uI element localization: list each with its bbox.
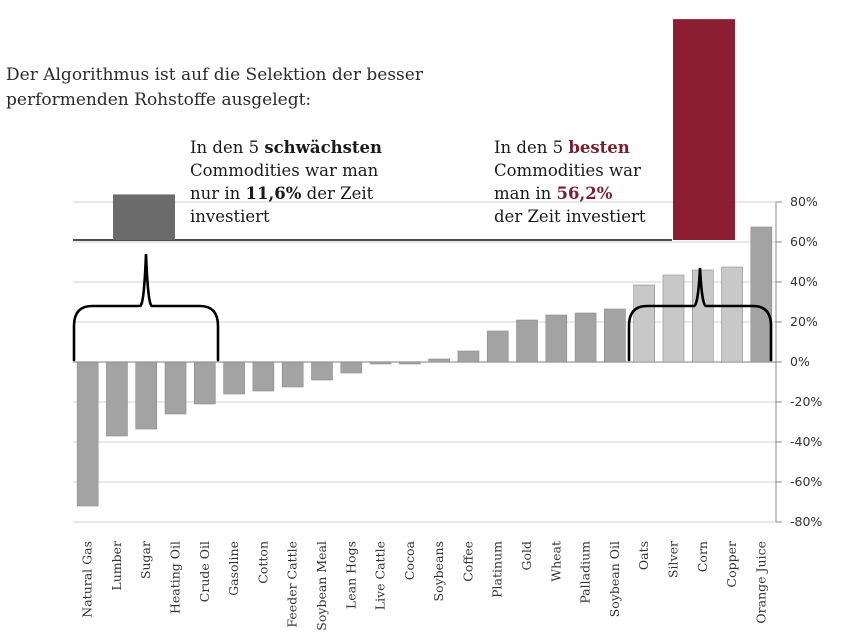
brace-worst-five xyxy=(72,253,220,362)
callout-best-bold: besten xyxy=(568,138,630,157)
callout-worst-line-4: investiert xyxy=(190,207,270,226)
category-label: Silver xyxy=(665,541,680,578)
bar xyxy=(750,226,773,363)
category-label: Oats xyxy=(636,541,651,570)
callout-best-pre: In den 5 xyxy=(494,138,569,157)
best-share-box xyxy=(673,19,735,240)
category-label: Cotton xyxy=(255,541,270,584)
category-label: Platinum xyxy=(490,541,505,598)
category-label: Palladium xyxy=(578,541,593,604)
bar xyxy=(691,269,714,363)
category-label: Copper xyxy=(724,541,739,587)
bar xyxy=(223,361,245,395)
callout-worst-bold: schwächsten xyxy=(264,138,383,157)
intro-text: Der Algorithmus ist auf die Selektion de… xyxy=(6,63,476,113)
bar xyxy=(604,308,626,363)
y-tick-label: 20% xyxy=(790,314,818,329)
category-label: Sugar xyxy=(138,541,153,579)
callout-worst-line-3: nur in 11,6% der Zeit xyxy=(190,182,382,205)
category-label: Lumber xyxy=(109,541,124,591)
bar xyxy=(194,361,216,405)
y-tick-label: -40% xyxy=(790,434,822,449)
category-label: Gasoline xyxy=(226,541,241,596)
bar xyxy=(369,361,392,365)
y-tick-label: 40% xyxy=(790,274,818,289)
category-label: Coffee xyxy=(460,541,475,582)
bar xyxy=(662,274,685,363)
y-tick-label: -20% xyxy=(790,394,822,409)
y-tick-label: -80% xyxy=(790,514,822,529)
category-label: Natural Gas xyxy=(80,541,95,618)
callout-worst-share: 11,6% xyxy=(245,184,302,203)
braces xyxy=(72,253,773,362)
category-label: Feeder Cattle xyxy=(285,541,300,628)
category-label: Orange Juice xyxy=(753,541,768,624)
category-label: Corn xyxy=(695,541,710,572)
bar xyxy=(545,314,568,363)
category-label: Cocoa xyxy=(402,540,417,580)
category-label: Lean Hogs xyxy=(343,541,358,609)
intro-line-1: Der Algorithmus ist auf die Selektion de… xyxy=(6,65,423,85)
callout-best-line-2: Commodities war xyxy=(494,161,641,180)
bar xyxy=(252,361,275,392)
y-tick-label: -60% xyxy=(790,474,822,489)
callout-best-share: 56,2% xyxy=(556,184,613,203)
bar xyxy=(76,361,99,507)
bar xyxy=(428,358,450,363)
bar xyxy=(164,361,187,415)
callout-worst-line3-pre: nur in xyxy=(190,184,246,203)
category-label: Soybean Oil xyxy=(607,541,622,617)
bar xyxy=(340,361,363,374)
callout-best: In den 5 besten Commodities war man in 5… xyxy=(494,136,646,228)
intro-line-2: performenden Rohstoffe ausgelegt: xyxy=(6,90,312,110)
y-tick-label: 80% xyxy=(790,194,818,209)
category-label: Wheat xyxy=(548,541,563,582)
bar xyxy=(106,361,128,437)
bar xyxy=(574,312,597,363)
callout-best-line-3: man in 56,2% xyxy=(494,182,646,205)
category-label: Heating Oil xyxy=(168,541,183,614)
bar xyxy=(281,361,304,388)
axis-labels: 80% 60% 40% 20% 0% -20% -40% -60% -80% Natural Ga… xyxy=(80,194,823,631)
callout-worst-line-2: Commodities war man xyxy=(190,161,379,180)
callout-best-line3-pre: man in xyxy=(494,184,557,203)
worst-share-box xyxy=(113,194,175,240)
category-label: Crude Oil xyxy=(197,541,212,602)
bar xyxy=(135,361,158,430)
callout-worst: In den 5 schwächsten Commodities war man… xyxy=(190,136,382,228)
callout-worst-line-1: In den 5 schwächsten xyxy=(190,136,382,159)
bar xyxy=(633,284,655,363)
category-label: Soybeans xyxy=(431,541,446,601)
bar xyxy=(311,361,333,381)
brace-best-five xyxy=(627,267,773,362)
bar xyxy=(516,319,538,363)
category-label: Soybean Meal xyxy=(314,541,329,631)
bar xyxy=(721,266,743,363)
y-tick-label: 60% xyxy=(790,234,818,249)
bar xyxy=(399,361,421,365)
callout-worst-pre: In den 5 xyxy=(190,138,265,157)
callout-worst-line3-post: der Zeit xyxy=(301,184,374,203)
bar xyxy=(457,350,480,363)
category-label: Live Cattle xyxy=(373,541,388,610)
callout-best-line-1: In den 5 besten xyxy=(494,136,646,159)
investment-share-boxes xyxy=(73,19,735,241)
grid xyxy=(73,201,782,523)
bars xyxy=(76,226,773,507)
category-label: Gold xyxy=(519,541,534,571)
callout-best-line-4: der Zeit investiert xyxy=(494,207,646,226)
bar xyxy=(486,330,509,363)
y-tick-label: 0% xyxy=(790,354,810,369)
